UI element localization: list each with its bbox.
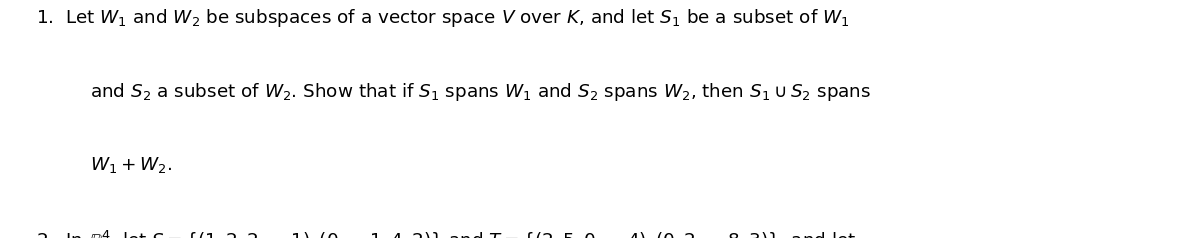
Text: $W_1 + W_2$.: $W_1 + W_2$. (90, 155, 172, 175)
Text: and $S_2$ a subset of $W_2$. Show that if $S_1$ spans $W_1$ and $S_2$ spans $W_2: and $S_2$ a subset of $W_2$. Show that i… (90, 81, 871, 103)
Text: 2.  In $\mathbb{R}^4$, let $S = \{(1, 2, 2, -1), (0, -1, 4, 2)\}$ and $T = \{(2,: 2. In $\mathbb{R}^4$, let $S = \{(1, 2, … (36, 228, 857, 238)
Text: 1.  Let $W_1$ and $W_2$ be subspaces of a vector space $V$ over $K$, and let $S_: 1. Let $W_1$ and $W_2$ be subspaces of a… (36, 7, 850, 29)
